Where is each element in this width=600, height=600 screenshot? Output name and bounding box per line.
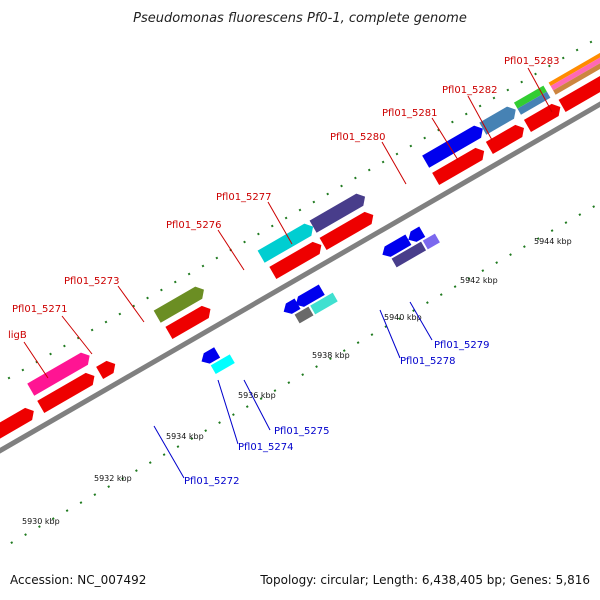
tick-label: 5932 kbp <box>94 474 132 483</box>
leader-line <box>431 117 459 161</box>
gene-cds-bar[interactable] <box>269 239 324 280</box>
gene-label[interactable]: Pfl01_5283 <box>504 56 560 67</box>
tick-label: 5944 kbp <box>534 237 572 246</box>
tick-labels: 5930 kbp 5932 kbp 5934 kbp 5936 kbp 5938… <box>22 237 572 526</box>
gene-bar-Pfl01_5276[interactable] <box>257 221 317 263</box>
gene-cds-bar[interactable] <box>96 358 119 380</box>
tick-label: 5934 kbp <box>166 432 204 441</box>
tick-label: 5930 kbp <box>22 517 60 526</box>
gene-cds-bar[interactable] <box>558 57 600 113</box>
leader-line <box>23 341 49 379</box>
gene-bar[interactable] <box>405 226 426 245</box>
gene-bar[interactable] <box>281 298 301 317</box>
tick-label: 5936 kbp <box>238 391 276 400</box>
leader-line <box>217 229 245 271</box>
leader-line <box>467 95 493 141</box>
gene-bar[interactable] <box>379 234 412 260</box>
gene-label[interactable]: Pfl01_5282 <box>442 85 498 96</box>
genome-band <box>0 21 600 569</box>
map-title: Pseudomonas fluorescens Pf0-1, complete … <box>133 11 467 26</box>
gene-cds-bar[interactable] <box>432 145 487 186</box>
gene-cds-bar[interactable] <box>485 122 528 155</box>
leader-line <box>217 379 239 445</box>
gene-cds-bar[interactable] <box>319 209 377 251</box>
gene-label[interactable]: Pfl01_5279 <box>434 340 490 351</box>
gene-bar[interactable] <box>199 347 221 366</box>
accession-text: Accession: NC_007492 <box>10 573 146 587</box>
forward-strand-row <box>0 57 600 450</box>
gene-bar-Pfl01_5275[interactable] <box>310 292 338 315</box>
gene-bar-Pfl01_5278[interactable] <box>391 241 427 268</box>
tick-label: 5940 kbp <box>384 313 422 322</box>
gene-label[interactable]: Pfl01_5280 <box>330 132 386 143</box>
leader-line <box>61 315 93 355</box>
leader-line <box>117 285 145 323</box>
gene-bar[interactable] <box>553 47 600 95</box>
gene-bar-Pfl01_5273[interactable] <box>153 284 208 323</box>
gene-label[interactable]: Pfl01_5278 <box>400 356 456 367</box>
genome-summary-text: Topology: circular; Length: 6,438,405 bp… <box>259 573 590 587</box>
leader-line <box>409 301 433 341</box>
gene-label[interactable]: Pfl01_5273 <box>64 276 120 287</box>
gene-bar-Pfl01_5282[interactable] <box>513 85 547 109</box>
gene-cds-bar[interactable] <box>165 303 214 340</box>
leader-line <box>379 309 401 359</box>
gene-bar-Pfl01_5279[interactable] <box>422 233 440 250</box>
gene-bar-Pfl01_5280[interactable] <box>422 123 486 168</box>
gene-label[interactable]: ligB <box>8 330 27 341</box>
leader-line <box>243 379 271 431</box>
gene-bar-Pfl01_5281[interactable] <box>479 104 519 135</box>
upper-gene-row <box>27 39 600 396</box>
bottom-gene-labels: Pfl01_5272 Pfl01_5274 Pfl01_5275 Pfl01_5… <box>153 301 490 487</box>
gene-label[interactable]: Pfl01_5276 <box>166 220 222 231</box>
gene-label[interactable]: Pfl01_5281 <box>382 108 438 119</box>
tick-label: 5938 kbp <box>312 351 350 360</box>
leader-line <box>267 201 293 245</box>
gene-cds-bar[interactable] <box>0 405 37 450</box>
leader-line <box>153 425 185 479</box>
leader-line <box>381 141 407 185</box>
gene-bar-ligB[interactable] <box>27 350 93 396</box>
gene-bar[interactable] <box>517 91 551 115</box>
gene-cds-bar[interactable] <box>37 370 98 414</box>
gene-bar-Pfl01_5272[interactable] <box>210 354 235 375</box>
gene-label[interactable]: Pfl01_5274 <box>238 442 294 453</box>
gene-label[interactable]: Pfl01_5277 <box>216 192 272 203</box>
gene-bar-Pfl01_5274[interactable] <box>294 306 314 324</box>
gene-bar-Pfl01_5277[interactable] <box>309 191 369 233</box>
tick-label: 5942 kbp <box>460 276 498 285</box>
gene-bar-Pfl01_5283[interactable] <box>548 39 600 87</box>
leader-line <box>527 67 553 113</box>
gene-bar[interactable] <box>550 43 600 91</box>
genome-backbone <box>0 70 600 496</box>
gene-label[interactable]: Pfl01_5275 <box>274 426 330 437</box>
gene-bar[interactable] <box>293 284 325 310</box>
gene-label[interactable]: Pfl01_5271 <box>12 304 68 315</box>
reverse-strand-row <box>199 226 440 375</box>
gene-label[interactable]: Pfl01_5272 <box>184 476 240 487</box>
top-gene-labels: ligB Pfl01_5271 Pfl01_5273 Pfl01_5276 Pf… <box>8 56 560 379</box>
